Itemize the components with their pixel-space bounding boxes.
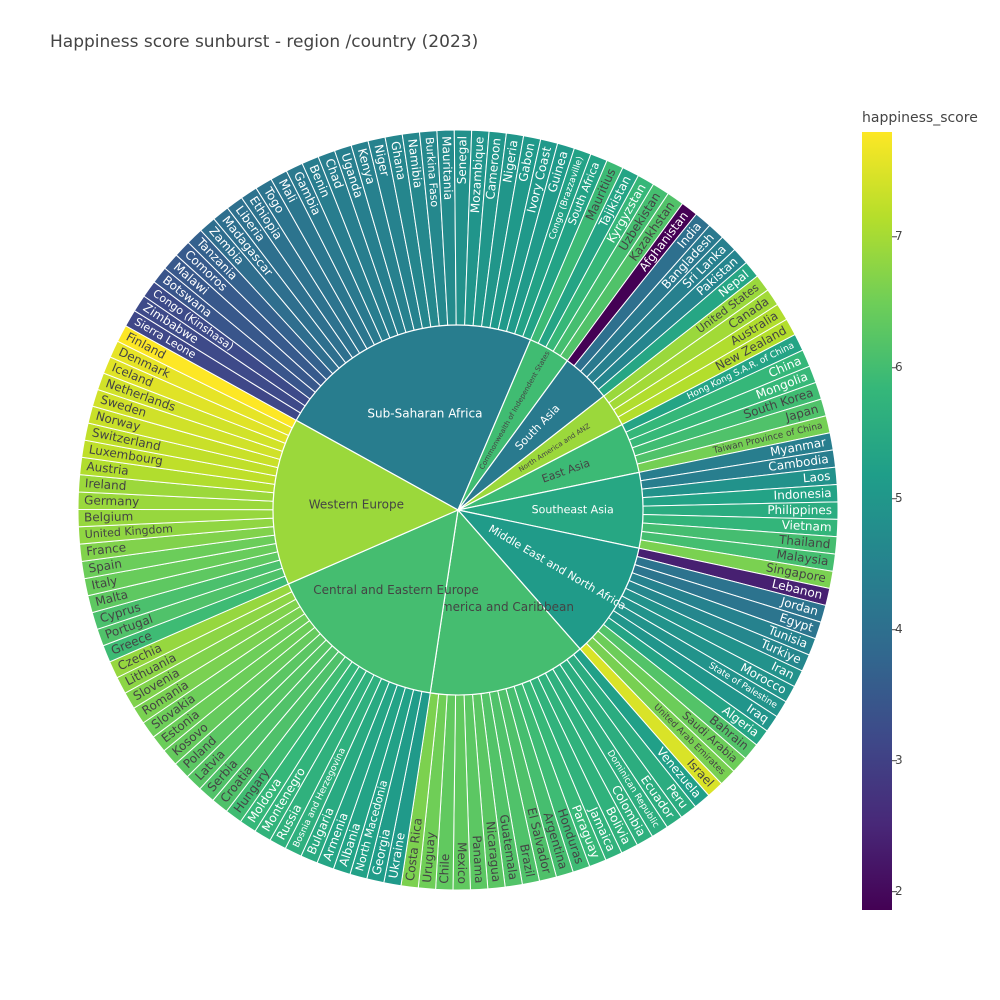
country-label-niger: Niger [371,143,392,178]
country-label-laos: Laos [802,469,831,485]
country-label-germany: Germany [84,493,139,508]
colorbar-title: happiness_score [862,110,978,126]
country-label-cameroon: Cameroon [483,137,503,200]
country-label-burkina-faso: Burkina Faso [423,137,441,208]
region-label-western-europe: Western Europe [309,498,404,512]
country-label-thailand: Thailand [777,533,831,552]
region-slice-middle-east-and-north-africa[interactable] [456,509,640,650]
country-label-nicaragua: Nicaragua [483,821,503,883]
country-label-mauritania: Mauritania [439,136,455,200]
colorbar-tick-label: 4 [895,621,903,636]
region-slice-central-and-eastern-europe[interactable] [287,509,459,694]
country-label-ireland: Ireland [84,476,126,493]
country-label-united-kingdom: United Kingdom [84,522,173,541]
colorbar-tick-label: 3 [895,752,903,767]
region-label-southeast-asia: Southeast Asia [532,503,614,516]
colorbar-tick-label: 2 [895,883,903,898]
country-label-senegal: Senegal [455,136,470,184]
country-label-philippines: Philippines [767,503,832,517]
region-label-sub-saharan-africa: Sub-Saharan Africa [367,406,482,420]
country-label-vietnam: Vietnam [781,518,832,534]
region-slice-western-europe[interactable] [272,419,460,585]
country-label-uruguay: Uruguay [420,831,438,883]
country-label-france: France [86,540,127,558]
country-label-chile: Chile [437,853,452,884]
country-label-nigeria: Nigeria [500,139,520,184]
country-label-spain: Spain [88,556,123,575]
country-label-italy: Italy [90,573,118,592]
country-label-austria: Austria [86,459,130,478]
colorbar-tick-label: 6 [895,359,903,374]
chart-title: Happiness score sunburst - region /count… [50,32,479,52]
country-label-belgium: Belgium [84,509,133,524]
country-label-mexico: Mexico [455,842,469,884]
region-slice-latin-america-and-caribbean[interactable] [429,508,581,696]
region-slice-sub-saharan-africa[interactable] [295,324,532,511]
colorbar-tick-label: 7 [895,228,903,243]
country-label-panama: Panama [470,835,487,884]
region-label-central-and-eastern-europe: Central and Eastern Europe [313,583,479,597]
country-label-brazil: Brazil [517,843,537,879]
country-label-namibia: Namibia [405,138,425,189]
colorbar-gradient [862,132,892,910]
country-label-indonesia: Indonesia [773,486,832,503]
colorbar [862,132,897,910]
colorbar-tick-label: 5 [895,490,903,505]
country-label-mozambique: Mozambique [468,136,486,213]
country-label-ghana: Ghana [388,140,408,181]
